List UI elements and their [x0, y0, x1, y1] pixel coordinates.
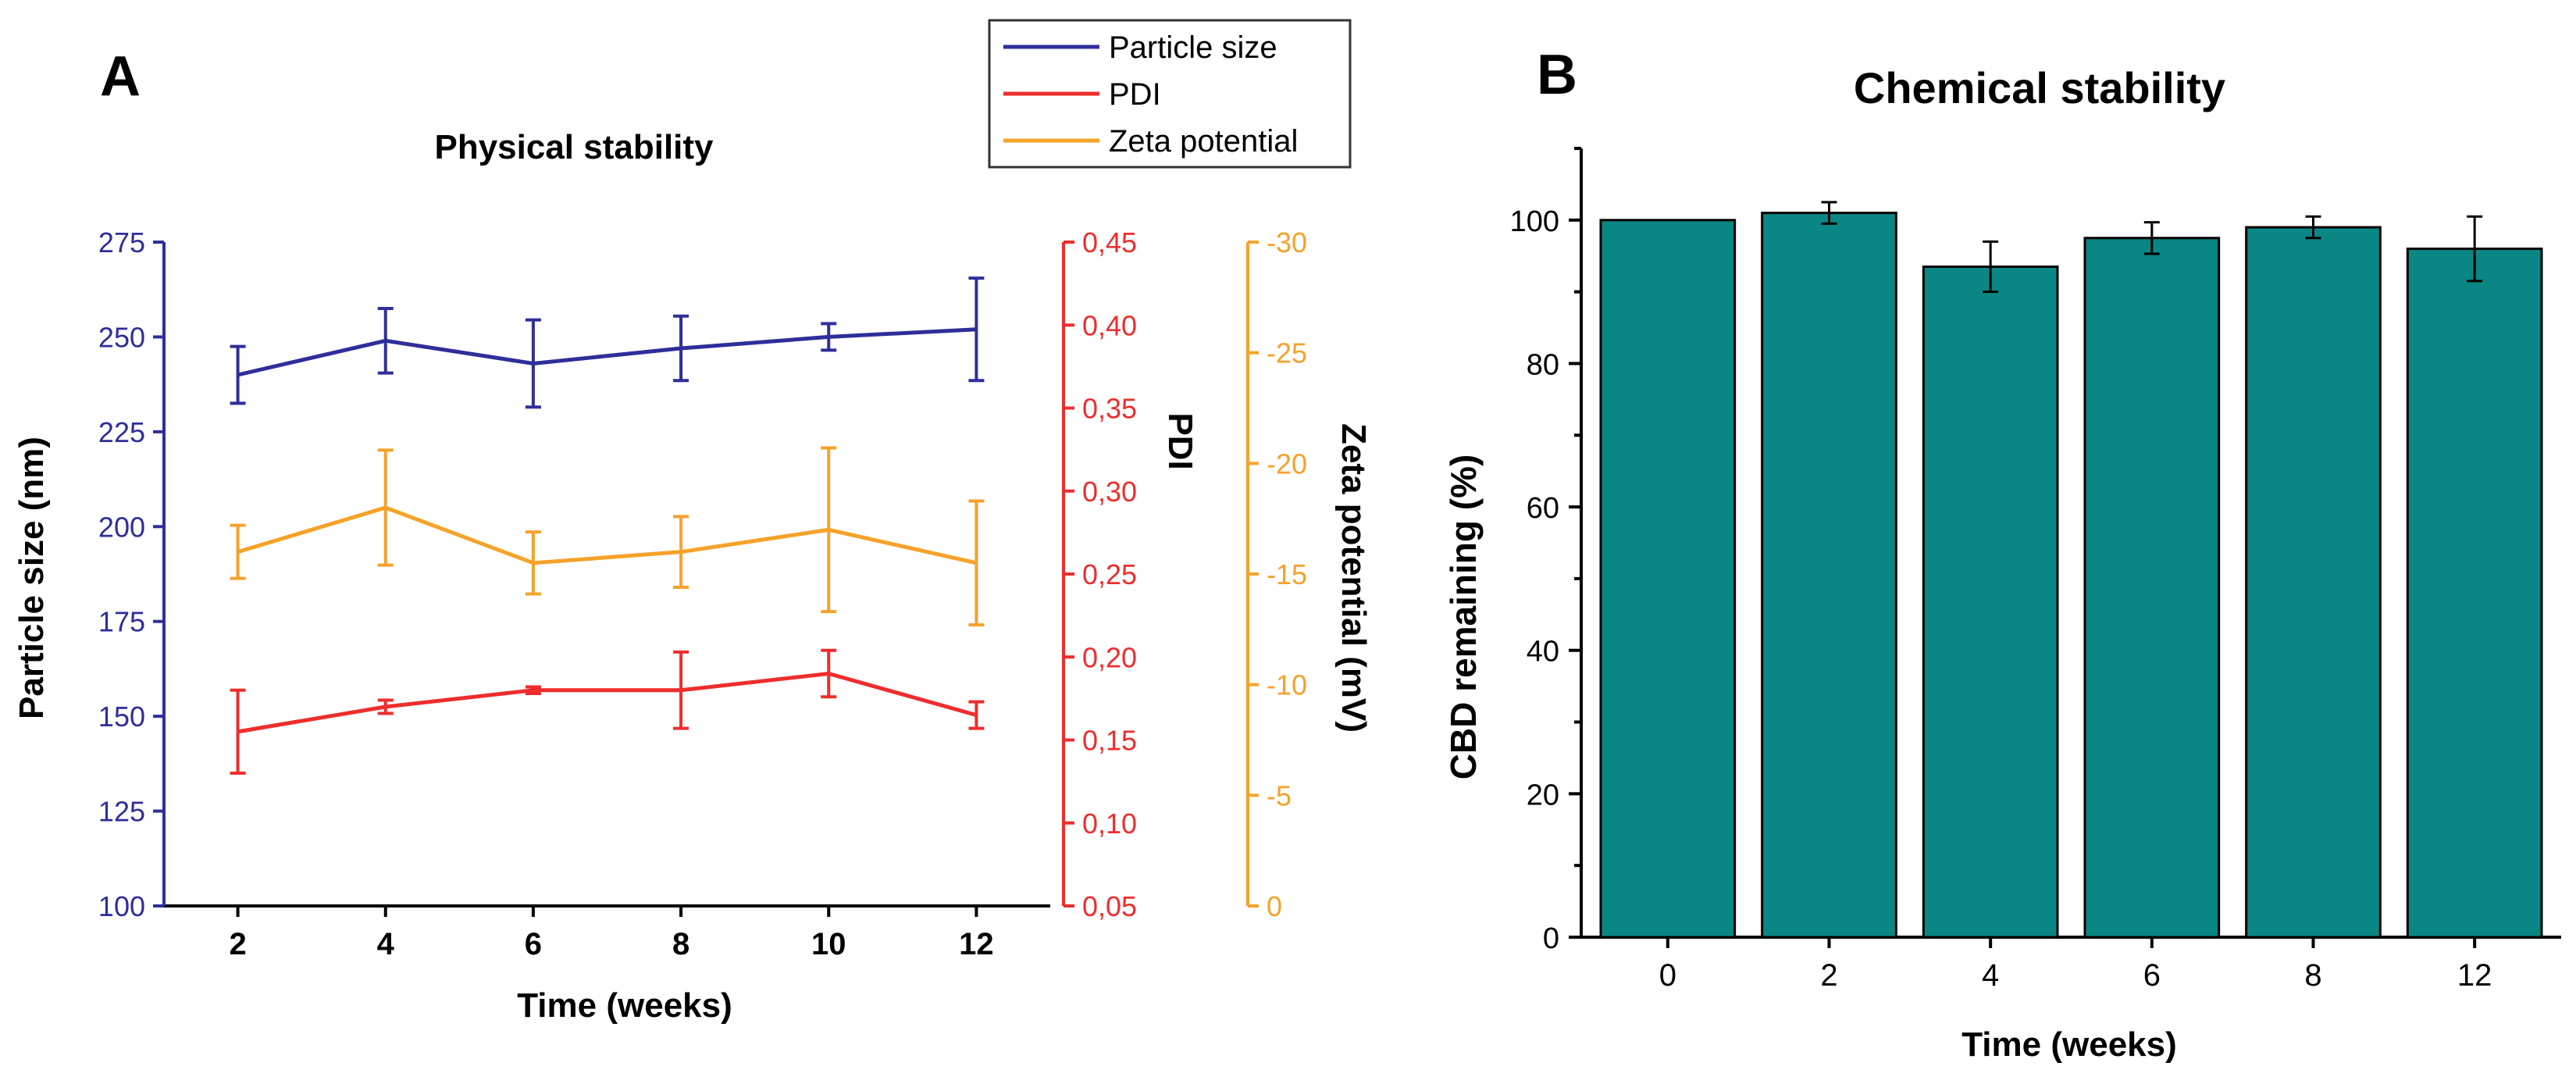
panel-a-particle-tick-label: 175 — [98, 606, 145, 638]
bar-week-4 — [1922, 266, 2059, 939]
panel-b-ylabel: CBD remaining (%) — [1443, 455, 1484, 780]
panel-a-x-tick-label: 10 — [811, 927, 846, 961]
panel-a-xlabel: Time (weeks) — [517, 986, 732, 1025]
panel-b-x-tick-label: 4 — [1982, 958, 1999, 993]
bar-week-2 — [1761, 212, 1897, 939]
panel-a-particle-tick-label: 150 — [98, 701, 145, 733]
series-line-particle-size — [237, 327, 977, 377]
panel-a-zeta-tick-label: -20 — [1267, 448, 1307, 480]
data-point-zeta-potential — [975, 562, 977, 564]
panel-b-xlabel: Time (weeks) — [1961, 1025, 2177, 1064]
panel-a-particle-tick-label: 200 — [98, 511, 145, 543]
panel-b-y-tick-label: 20 — [1527, 779, 1559, 811]
data-point-particle-size — [237, 374, 239, 376]
panel-a-zeta-tick-label: -10 — [1267, 669, 1307, 701]
panel-b-x-tick-label: 2 — [1820, 958, 1837, 993]
panel-a-zeta-tick-label: -15 — [1267, 558, 1307, 590]
panel-a-particle-tick-label: 225 — [98, 416, 145, 448]
data-point-zeta-potential — [237, 551, 239, 553]
legend-label-particle-size: Particle size — [1109, 30, 1277, 65]
panel-a-zeta-tick-label: -5 — [1267, 779, 1292, 811]
data-point-pdi — [828, 673, 829, 674]
panel-b-x-tick-label: 6 — [2143, 958, 2161, 993]
data-point-particle-size — [975, 329, 977, 330]
panel-a-title: Physical stability — [434, 128, 714, 166]
panel-b-x-tick-label: 8 — [2304, 958, 2321, 993]
bar-week-6 — [2083, 237, 2221, 939]
data-point-pdi — [385, 706, 387, 708]
panel-b-x-tick-label: 12 — [2457, 958, 2492, 993]
panel-a-pdi-tick-label: 0,20 — [1082, 641, 1137, 673]
data-point-pdi — [237, 731, 239, 733]
panel-a-zeta-tick-label: -30 — [1267, 226, 1307, 259]
series-line-zeta-potential — [237, 505, 977, 565]
panel-a-pdi-tick-label: 0,40 — [1082, 309, 1137, 341]
panel-a-pdi-tick-label: 0,05 — [1082, 890, 1137, 922]
panel-a-pdi-tick-label: 0,15 — [1082, 725, 1137, 757]
panel-a-legend: Particle size PDI Zeta potential — [988, 19, 1352, 169]
bar-week-12 — [2406, 248, 2543, 939]
panel-a-particle-tick-label: 250 — [98, 321, 145, 353]
legend-label-zeta-potential: Zeta potential — [1109, 124, 1298, 159]
panel-b-y-tick-label: 40 — [1527, 636, 1559, 669]
panel-a-pdi-tick-label: 0,35 — [1082, 393, 1137, 425]
panel-a-plot: 2 4 6 8 10 12 100 125 150 175 200 225 250 275 0,05 0,10… — [98, 226, 1307, 961]
panel-b-label: B — [1537, 44, 1577, 106]
panel-b-y-tick-label: 100 — [1510, 205, 1559, 238]
panel-b-title: Chemical stability — [1854, 63, 2225, 112]
bar-week-8 — [2245, 226, 2382, 939]
panel-a-ylabel-particle: Particle size (nm) — [12, 437, 51, 719]
data-point-particle-size — [680, 348, 682, 349]
panel-b-y-tick-label: 80 — [1527, 348, 1559, 381]
bar-week-0 — [1599, 219, 1737, 939]
panel-a-ylabel-zeta: Zeta potential (mV) — [1334, 423, 1373, 733]
panel-a-pdi-tick-label: 0,10 — [1082, 808, 1137, 840]
legend-label-pdi: PDI — [1109, 77, 1161, 112]
panel-a-label: A — [100, 45, 141, 108]
panel-b-x-tick-label: 0 — [1659, 958, 1676, 993]
panel-a-pdi-tick-label: 0,25 — [1082, 558, 1137, 590]
panel-a-zeta-tick-label: 0 — [1267, 890, 1282, 922]
panel-a-pdi-tick-label: 0,45 — [1082, 226, 1137, 259]
panel-a: A Physical stability Particle size PDI Z… — [12, 19, 1373, 1025]
panel-b: B Chemical stability 0 20 40 60 80 100 0 2 4 6 8 12… — [1443, 44, 2561, 1064]
panel-a-x-tick-label: 4 — [377, 927, 395, 961]
panel-a-x-tick-label: 12 — [959, 927, 994, 961]
panel-a-zeta-tick-label: -25 — [1267, 337, 1307, 369]
panel-a-particle-tick-label: 125 — [98, 796, 145, 828]
data-point-zeta-potential — [680, 551, 682, 553]
panel-a-x-tick-label: 6 — [525, 927, 542, 961]
panel-a-pdi-tick-label: 0,30 — [1082, 476, 1137, 508]
panel-b-plot: 0 20 40 60 80 100 0 2 4 6 8 12 — [1510, 147, 2561, 993]
panel-a-ylabel-pdi: PDI — [1161, 412, 1199, 469]
panel-b-y-tick-label: 60 — [1527, 492, 1559, 525]
panel-a-x-tick-label: 2 — [229, 927, 246, 961]
panel-b-y-tick-label: 0 — [1543, 922, 1559, 955]
series-line-pdi — [237, 671, 978, 734]
panel-a-particle-tick-label: 100 — [98, 890, 145, 922]
panel-a-particle-tick-label: 275 — [98, 226, 145, 259]
panel-a-x-tick-label: 8 — [672, 927, 689, 961]
